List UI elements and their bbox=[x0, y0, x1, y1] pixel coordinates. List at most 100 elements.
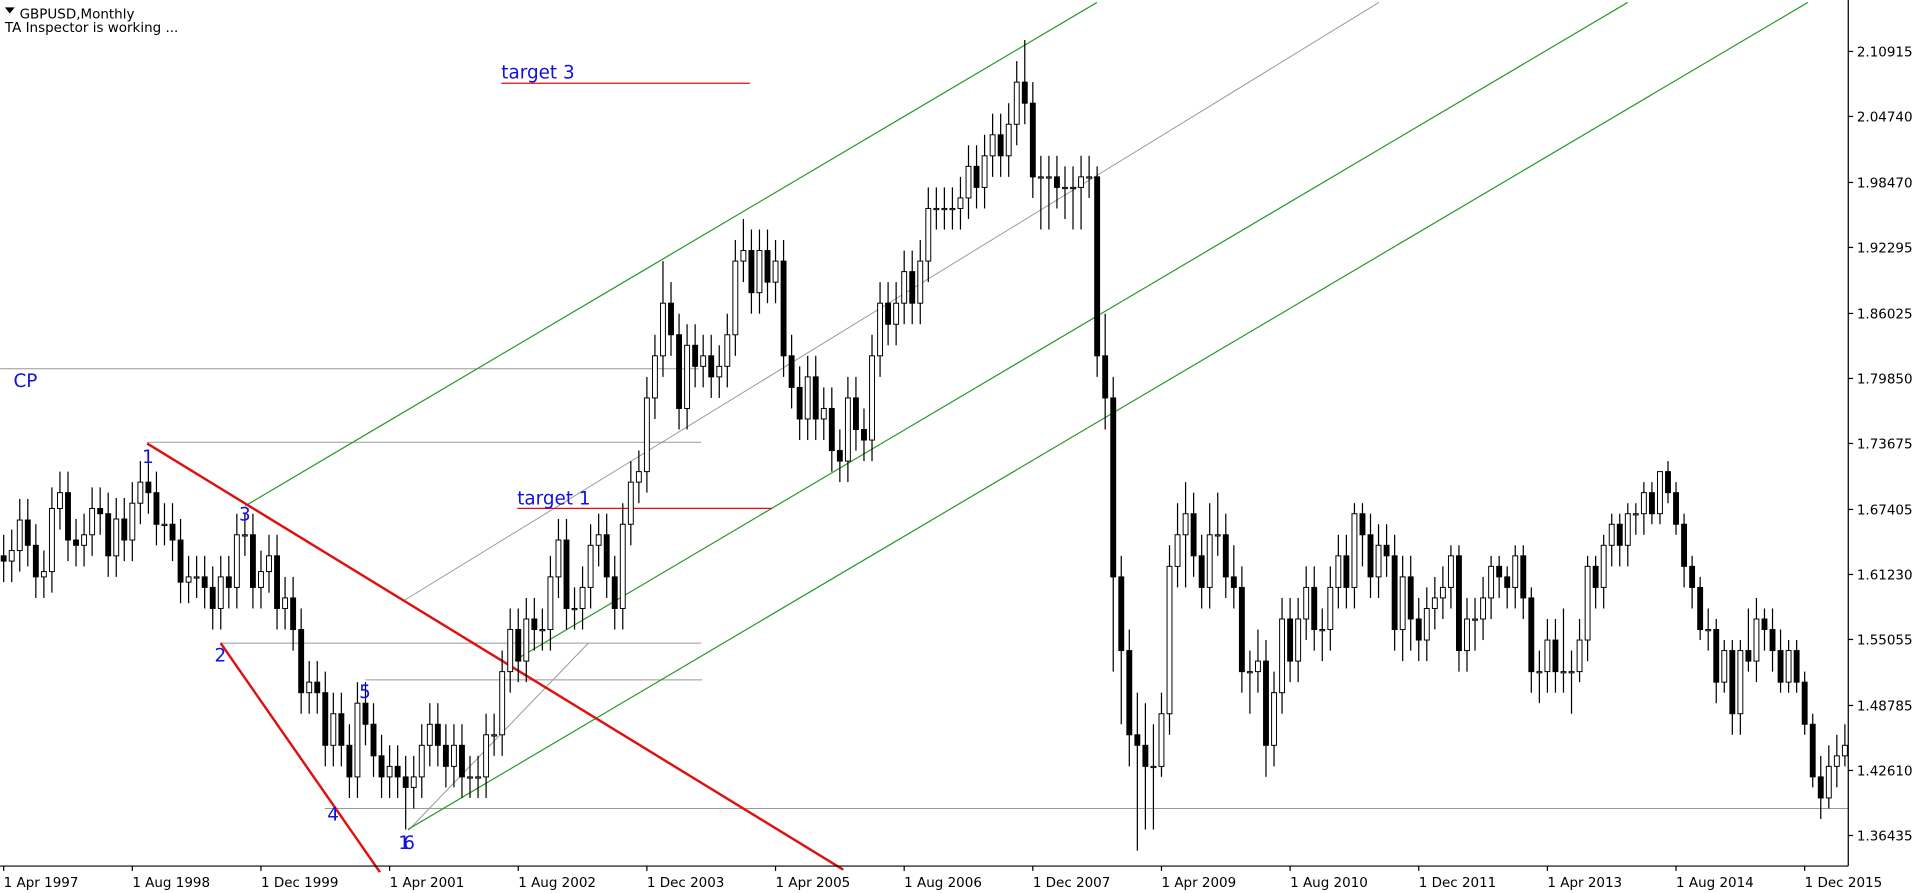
candle-body bbox=[1021, 81, 1028, 104]
candle-body bbox=[957, 197, 964, 209]
candle-body bbox=[861, 429, 867, 441]
channel-line bbox=[244, 1, 1098, 507]
y-tick-label: 2.04740 bbox=[1857, 109, 1912, 125]
candle-body bbox=[1351, 513, 1358, 588]
candle-body bbox=[32, 544, 39, 578]
candle-body bbox=[981, 155, 988, 188]
candle-body bbox=[1110, 397, 1117, 578]
candle-body bbox=[1078, 176, 1085, 188]
candle-body bbox=[394, 765, 401, 778]
candle-body bbox=[1825, 765, 1832, 799]
candle-body bbox=[1190, 513, 1197, 557]
candle-body bbox=[306, 681, 313, 694]
y-tick-label: 1.73675 bbox=[1857, 436, 1912, 452]
wave-label: 1 bbox=[398, 833, 410, 854]
candle-body bbox=[692, 344, 699, 367]
candle-body bbox=[917, 260, 924, 304]
candle-body bbox=[1705, 629, 1712, 632]
candle-body bbox=[434, 723, 441, 746]
candle-body bbox=[1005, 123, 1012, 157]
candle-body bbox=[1037, 176, 1044, 179]
candle-body bbox=[836, 450, 843, 462]
candle-body bbox=[780, 260, 787, 357]
x-tick-label: 1 Dec 1999 bbox=[261, 875, 339, 891]
candle-body bbox=[901, 271, 908, 304]
candle-body bbox=[338, 713, 345, 746]
candle-body bbox=[587, 544, 594, 588]
candle-body bbox=[603, 534, 610, 578]
candle-body bbox=[700, 355, 707, 367]
candle-body bbox=[362, 702, 369, 725]
candle-body bbox=[1632, 513, 1639, 516]
candle-body bbox=[1729, 650, 1736, 715]
candle-body bbox=[1817, 776, 1824, 799]
candle-body bbox=[1584, 565, 1591, 641]
candle-body bbox=[129, 502, 136, 541]
candle-body bbox=[1785, 650, 1792, 683]
menu-arrow[interactable] bbox=[4, 7, 15, 14]
y-tick-label: 1.61230 bbox=[1857, 567, 1912, 583]
candle-body bbox=[1070, 186, 1076, 190]
candle-body bbox=[354, 702, 361, 778]
x-tick-label: 1 Apr 2013 bbox=[1547, 875, 1622, 891]
candle-body bbox=[1311, 586, 1318, 631]
x-tick-label: 1 Aug 2010 bbox=[1290, 875, 1368, 891]
candle-body bbox=[1721, 650, 1728, 683]
candle-body bbox=[796, 386, 803, 420]
candle-body bbox=[844, 397, 851, 462]
candle-body bbox=[1343, 555, 1350, 588]
candle-body bbox=[1415, 618, 1422, 641]
candle-body bbox=[113, 518, 120, 557]
candle-body bbox=[410, 776, 417, 788]
candle-body bbox=[949, 207, 956, 211]
candle-body bbox=[1383, 544, 1390, 557]
candle-body bbox=[418, 744, 425, 778]
candle-body bbox=[177, 539, 184, 583]
candle-body bbox=[1472, 618, 1478, 621]
candle-body bbox=[225, 576, 232, 588]
x-tick-label: 1 Dec 2003 bbox=[647, 875, 725, 891]
candle-body bbox=[595, 534, 602, 546]
candle-body bbox=[402, 776, 409, 788]
candle-body bbox=[185, 576, 192, 583]
x-tick-label: 1 Aug 2006 bbox=[904, 875, 982, 891]
candle-body bbox=[1801, 681, 1808, 725]
candle-body bbox=[1689, 565, 1696, 588]
candle-body bbox=[1681, 523, 1688, 567]
candle-body bbox=[97, 507, 104, 515]
candle-body bbox=[201, 576, 208, 588]
candle-body bbox=[1182, 513, 1189, 536]
candle-body bbox=[1793, 650, 1800, 683]
candle-body bbox=[1126, 650, 1133, 736]
y-tick-label: 1.92295 bbox=[1857, 240, 1912, 256]
candle-body bbox=[716, 365, 723, 378]
y-tick-label: 1.55055 bbox=[1857, 632, 1912, 648]
candle-body bbox=[925, 207, 932, 262]
x-tick-label: 1 Aug 2002 bbox=[518, 875, 596, 891]
candle-body bbox=[121, 518, 128, 541]
wave-label: 5 bbox=[359, 682, 371, 703]
candle-body bbox=[1118, 576, 1125, 652]
candle-body bbox=[812, 376, 819, 420]
x-tick-label: 1 Dec 2015 bbox=[1805, 875, 1883, 891]
candle-body bbox=[1560, 671, 1567, 674]
candle-body bbox=[1697, 586, 1704, 631]
candle-body bbox=[1737, 650, 1744, 715]
candle-body bbox=[258, 571, 264, 588]
candle-body bbox=[579, 586, 586, 609]
candle-body bbox=[1480, 597, 1487, 620]
candle-body bbox=[1576, 639, 1583, 673]
candle-body bbox=[40, 571, 47, 578]
candle-body bbox=[1062, 186, 1068, 190]
candle-body bbox=[989, 134, 996, 157]
candle-body bbox=[1431, 597, 1438, 609]
candle-body bbox=[1504, 576, 1511, 588]
channel-line bbox=[407, 1, 1809, 830]
y-tick-label: 1.86025 bbox=[1857, 306, 1912, 322]
candle-body bbox=[1761, 618, 1768, 631]
candle-body bbox=[1809, 723, 1816, 778]
candle-body bbox=[1150, 765, 1157, 769]
candle-body bbox=[732, 260, 739, 336]
